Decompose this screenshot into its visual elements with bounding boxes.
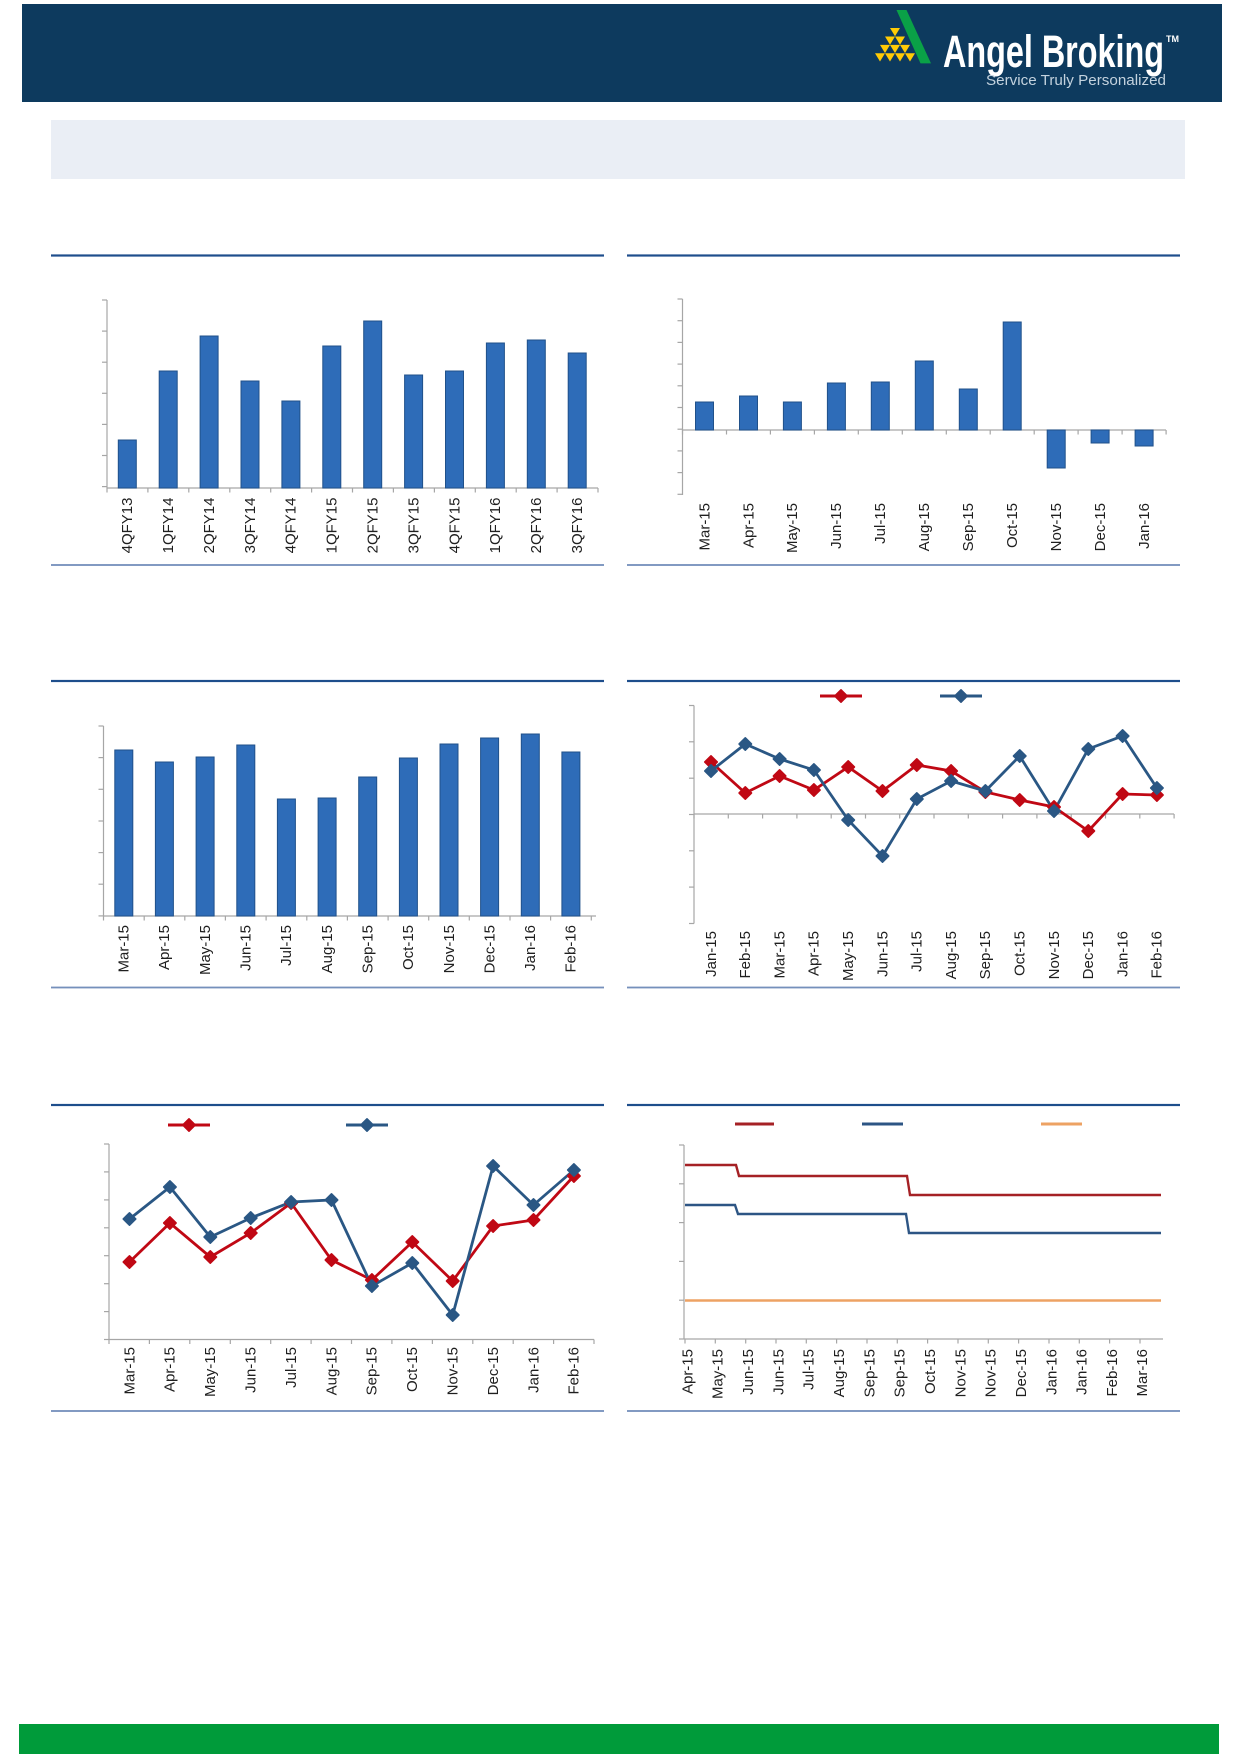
svg-text:Feb-16: Feb-16	[1104, 1349, 1121, 1397]
svg-text:Jul-15: Jul-15	[801, 1349, 818, 1390]
svg-text:Nov-15: Nov-15	[1048, 503, 1065, 551]
svg-text:Dec-15: Dec-15	[1092, 503, 1109, 551]
svg-text:Dec-15: Dec-15	[1013, 1349, 1030, 1397]
svg-text:Apr-15: Apr-15	[156, 925, 173, 970]
svg-text:Nov-15: Nov-15	[983, 1349, 1000, 1397]
svg-text:May-15: May-15	[710, 1349, 727, 1399]
svg-text:Jun-15: Jun-15	[828, 503, 845, 549]
svg-text:Jun-15: Jun-15	[243, 1347, 260, 1393]
svg-text:Jun-15: Jun-15	[770, 1349, 787, 1395]
svg-text:Aug-15: Aug-15	[943, 931, 960, 979]
svg-text:Oct-15: Oct-15	[404, 1347, 421, 1392]
svg-text:May-15: May-15	[202, 1347, 219, 1397]
svg-text:Nov-15: Nov-15	[1046, 931, 1063, 979]
svg-text:Sep-15: Sep-15	[977, 931, 994, 979]
svg-text:Jul-15: Jul-15	[278, 925, 295, 966]
svg-text:3QFY14: 3QFY14	[242, 498, 259, 554]
svg-text:Mar-16: Mar-16	[1134, 1349, 1151, 1397]
svg-text:1QFY16: 1QFY16	[487, 498, 504, 554]
svg-text:Jan-15: Jan-15	[703, 931, 720, 977]
svg-text:Feb-16: Feb-16	[563, 925, 580, 973]
svg-text:Oct-15: Oct-15	[1012, 931, 1029, 976]
svg-text:Angel Broking: Angel Broking	[943, 26, 1164, 77]
svg-text:Service Truly Personalized: Service Truly Personalized	[986, 72, 1166, 89]
svg-text:Dec-15: Dec-15	[1080, 931, 1097, 979]
svg-text:Oct-15: Oct-15	[922, 1349, 939, 1394]
svg-text:Dec-15: Dec-15	[485, 1347, 502, 1395]
svg-text:2QFY16: 2QFY16	[528, 498, 545, 554]
svg-text:Mar-15: Mar-15	[121, 1347, 138, 1395]
svg-text:Jan-16: Jan-16	[1043, 1349, 1060, 1395]
svg-text:Aug-15: Aug-15	[319, 925, 336, 973]
svg-text:May-15: May-15	[197, 925, 214, 975]
svg-text:2QFY14: 2QFY14	[201, 498, 218, 554]
svg-text:Apr-15: Apr-15	[740, 503, 757, 548]
svg-text:Jan-16: Jan-16	[1114, 931, 1131, 977]
svg-text:Sep-15: Sep-15	[861, 1349, 878, 1397]
svg-text:4QFY13: 4QFY13	[119, 498, 136, 554]
svg-text:TM: TM	[1166, 34, 1179, 44]
svg-text:Feb-15: Feb-15	[737, 931, 754, 979]
svg-text:Jun-15: Jun-15	[238, 925, 255, 971]
svg-text:Oct-15: Oct-15	[400, 925, 417, 970]
svg-text:Jan-16: Jan-16	[1136, 503, 1153, 549]
svg-text:Nov-15: Nov-15	[441, 925, 458, 973]
svg-text:Jun-15: Jun-15	[874, 931, 891, 977]
svg-text:Nov-15: Nov-15	[445, 1347, 462, 1395]
svg-text:Sep-15: Sep-15	[364, 1347, 381, 1395]
svg-text:Apr-15: Apr-15	[679, 1349, 696, 1394]
svg-text:Sep-15: Sep-15	[360, 925, 377, 973]
svg-text:Aug-15: Aug-15	[323, 1347, 340, 1395]
svg-text:Nov-15: Nov-15	[952, 1349, 969, 1397]
svg-text:1QFY15: 1QFY15	[324, 498, 341, 554]
svg-text:May-15: May-15	[784, 503, 801, 553]
svg-text:2QFY15: 2QFY15	[365, 498, 382, 554]
svg-text:May-15: May-15	[840, 931, 857, 981]
svg-text:Aug-15: Aug-15	[831, 1349, 848, 1397]
svg-text:Sep-15: Sep-15	[892, 1349, 909, 1397]
svg-text:Oct-15: Oct-15	[1004, 503, 1021, 548]
svg-text:Apr-15: Apr-15	[806, 931, 823, 976]
svg-text:4QFY15: 4QFY15	[446, 498, 463, 554]
svg-text:1QFY14: 1QFY14	[160, 498, 177, 554]
svg-text:3QFY16: 3QFY16	[569, 498, 586, 554]
svg-text:Jul-15: Jul-15	[283, 1347, 300, 1388]
svg-text:Feb-16: Feb-16	[566, 1347, 583, 1395]
svg-text:4QFY14: 4QFY14	[283, 498, 300, 554]
svg-text:Apr-15: Apr-15	[162, 1347, 179, 1392]
svg-text:Jul-15: Jul-15	[909, 931, 926, 972]
svg-text:Aug-15: Aug-15	[916, 503, 933, 551]
svg-text:Jan-16: Jan-16	[522, 925, 539, 971]
svg-text:Jan-16: Jan-16	[1074, 1349, 1091, 1395]
svg-text:3QFY15: 3QFY15	[405, 498, 422, 554]
svg-text:Dec-15: Dec-15	[481, 925, 498, 973]
svg-text:Mar-15: Mar-15	[696, 503, 713, 551]
svg-text:Sep-15: Sep-15	[960, 503, 977, 551]
svg-text:Mar-15: Mar-15	[771, 931, 788, 979]
svg-text:Jan-16: Jan-16	[525, 1347, 542, 1393]
svg-text:Jun-15: Jun-15	[740, 1349, 757, 1395]
svg-text:Feb-16: Feb-16	[1149, 931, 1166, 979]
svg-text:Jul-15: Jul-15	[872, 503, 889, 544]
svg-text:Mar-15: Mar-15	[116, 925, 133, 973]
